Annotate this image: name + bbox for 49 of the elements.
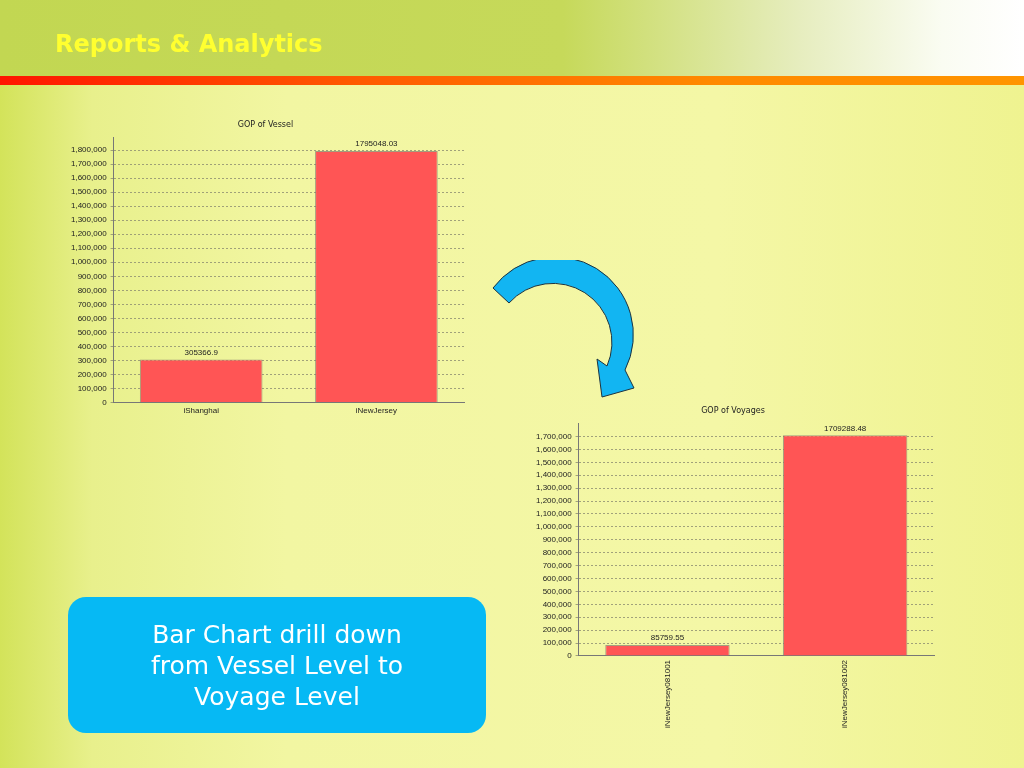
y-tick-label: 1,300,000 xyxy=(71,215,108,225)
y-tick-label: 600,000 xyxy=(77,313,108,323)
y-tick-label: 1,000,000 xyxy=(536,522,573,532)
y-tick-label: 1,700,000 xyxy=(71,159,108,169)
y-tick-label: 1,500,000 xyxy=(71,187,108,197)
y-tick-label: 300,000 xyxy=(542,612,573,622)
y-tick-label: 1,200,000 xyxy=(536,496,573,506)
y-tick-label: 800,000 xyxy=(77,285,108,295)
y-tick-label: 900,000 xyxy=(77,271,108,281)
y-tick-label: 1,600,000 xyxy=(71,173,108,183)
y-tick-label: 900,000 xyxy=(542,534,573,544)
chart-title: GOP of Voyages xyxy=(701,405,765,415)
x-tick-label: iNewJersey xyxy=(355,406,398,416)
data-label: 1795048.03 xyxy=(355,139,399,149)
chart-title: GOP of Vessel xyxy=(237,119,294,129)
text: Bar Chart drill down from Vessel Level to Voyage Level xyxy=(150,618,404,712)
x-tick-label: iShanghai xyxy=(183,406,220,416)
data-label: 305366.9 xyxy=(184,347,219,357)
x-tick-label: iNewJersey081001 xyxy=(662,659,672,729)
y-tick-label: 1,100,000 xyxy=(71,243,108,253)
y-tick-label: 300,000 xyxy=(77,355,108,365)
text: Reports & Analytics xyxy=(55,29,323,59)
y-tick-label: 1,200,000 xyxy=(71,229,108,239)
y-tick-label: 1,400,000 xyxy=(536,470,573,480)
y-tick-label: 0 xyxy=(102,397,108,407)
y-tick-label: 700,000 xyxy=(77,299,108,309)
y-tick-label: 400,000 xyxy=(77,341,108,351)
y-tick-label: 500,000 xyxy=(542,586,573,596)
y-tick-label: 1,800,000 xyxy=(71,145,108,155)
y-tick-label: 500,000 xyxy=(77,327,108,337)
y-tick-label: 1,500,000 xyxy=(536,457,573,467)
y-tick-label: 1,700,000 xyxy=(536,431,573,441)
y-tick-label: 800,000 xyxy=(542,547,573,557)
y-tick-label: 600,000 xyxy=(542,573,573,583)
y-tick-label: 0 xyxy=(567,651,573,661)
y-tick-label: 1,600,000 xyxy=(536,444,573,454)
y-tick-label: 700,000 xyxy=(542,560,573,570)
y-tick-label: 400,000 xyxy=(542,599,573,609)
y-tick-label: 200,000 xyxy=(542,625,573,635)
y-tick-label: 1,000,000 xyxy=(71,257,108,267)
data-label: 85759.55 xyxy=(650,633,685,643)
y-tick-label: 200,000 xyxy=(77,369,108,379)
y-tick-label: 100,000 xyxy=(77,383,108,393)
x-tick-label: iNewJersey081002 xyxy=(840,659,850,729)
y-tick-label: 100,000 xyxy=(542,638,573,648)
y-tick-label: 1,400,000 xyxy=(71,201,108,211)
data-label: 1709288.48 xyxy=(824,423,867,433)
y-tick-label: 1,100,000 xyxy=(536,509,573,519)
y-tick-label: 1,300,000 xyxy=(536,483,573,493)
